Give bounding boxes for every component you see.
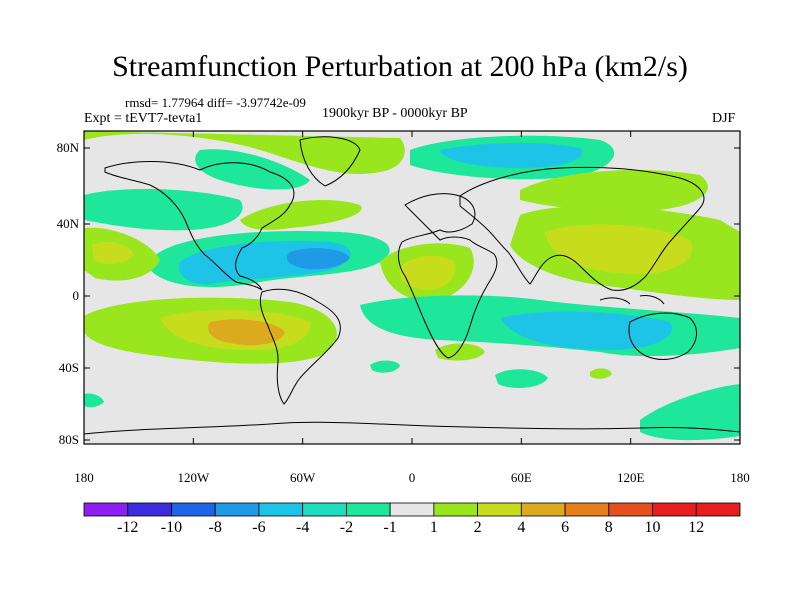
coast-asia [459, 166, 705, 291]
colorbar-swatch [345, 502, 391, 517]
lon-tick-label: 180 [74, 470, 94, 485]
contour-sw-corner-negative [84, 393, 104, 408]
contour-sio-core [500, 311, 672, 350]
coast-indonesia [599, 295, 665, 305]
lon-tick-label: 120W [177, 470, 210, 485]
rmsd-diff-stats: rmsd= 1.77964 diff= -3.97742e-09 [125, 95, 306, 110]
longitude-axis: 180 120W 60W 0 60E 120E 180 [74, 131, 750, 485]
colorbar-swatch [477, 502, 522, 517]
contour-south-blob-1 [370, 360, 400, 373]
lat-tick-label: 40S [59, 360, 79, 375]
colorbar-swatch [695, 502, 741, 517]
coast-antarctica [84, 421, 740, 435]
map-panel [84, 131, 740, 444]
colorbar-swatch [389, 502, 435, 517]
colorbar-label: 6 [561, 519, 569, 536]
lat-tick-label: 80S [59, 432, 79, 447]
contour-npacific-positive [520, 170, 708, 211]
colorbar-swatch [433, 502, 479, 517]
chart-title: Streamfunction Perturbation at 200 hPa (… [112, 50, 688, 83]
lat-tick-label: 40N [57, 216, 80, 231]
colorbar-label: -12 [117, 519, 138, 536]
contour-sindian-positive [435, 343, 485, 361]
contour-epac-core [92, 241, 134, 265]
colorbar-label: -2 [340, 519, 353, 536]
lon-tick-label: 120E [617, 470, 645, 485]
colorbar-label: -8 [209, 519, 222, 536]
colorbar-label: 1 [430, 519, 438, 536]
coast-north-america [104, 161, 295, 291]
period-label: 1900kyr BP - 0000kyr BP [322, 106, 468, 121]
season-label: DJF [712, 111, 736, 126]
colorbar-swatch [520, 502, 566, 517]
contour-south-blob-2 [495, 369, 548, 388]
coast-australia [628, 312, 697, 360]
colorbar-label: 12 [688, 519, 704, 536]
contour-sam-max [208, 319, 285, 346]
contour-south-blob-3 [590, 368, 612, 379]
colorbar-label: 4 [517, 519, 525, 536]
coast-south-america [259, 288, 341, 405]
contour-siberia-core [440, 142, 582, 168]
contour-tropical-min [286, 248, 350, 270]
contour-arctic-negative [195, 149, 310, 190]
colorbar-label: 2 [474, 519, 482, 536]
coast-europe-africa [397, 193, 498, 359]
colorbar-swatch [83, 502, 129, 517]
colorbar-swatch [214, 502, 260, 517]
colorbar-swatch [652, 502, 697, 517]
coast-greenland [299, 136, 361, 187]
colorbar-swatch [608, 502, 653, 517]
colorbar-swatch [564, 502, 610, 517]
contour-asia-core [545, 224, 692, 275]
lat-tick-label: 0 [73, 288, 80, 303]
experiment-label: Expt = tEVT7-tevta1 [84, 111, 203, 126]
lon-tick-label: 60W [290, 470, 316, 485]
colorbar-label: -4 [296, 519, 309, 536]
lon-tick-label: 0 [409, 470, 416, 485]
colorbar: -12 -10 -8 -6 -4 -2 -1 1 2 4 6 8 10 12 [83, 502, 741, 536]
contour-arctic-positive [84, 131, 405, 174]
lon-tick-label: 180 [730, 470, 750, 485]
colorbar-swatch [258, 502, 304, 517]
colorbar-label: -1 [383, 519, 396, 536]
lat-tick-label: 80N [57, 140, 80, 155]
lon-tick-label: 60E [511, 470, 532, 485]
colorbar-swatch [302, 502, 347, 517]
contour-nepac-negative [84, 188, 243, 231]
colorbar-swatch [127, 502, 172, 517]
colorbar-swatch [171, 502, 216, 517]
colorbar-label: -10 [161, 519, 182, 536]
coastlines [84, 136, 740, 435]
latitude-axis: 80N 40N 0 40S 80S [57, 140, 740, 447]
colorbar-label: 10 [645, 519, 661, 536]
colorbar-label: 8 [605, 519, 613, 536]
contour-sw-pacific-negative [640, 384, 740, 441]
colorbar-label: -6 [252, 519, 265, 536]
contour-africa-core [399, 256, 456, 290]
